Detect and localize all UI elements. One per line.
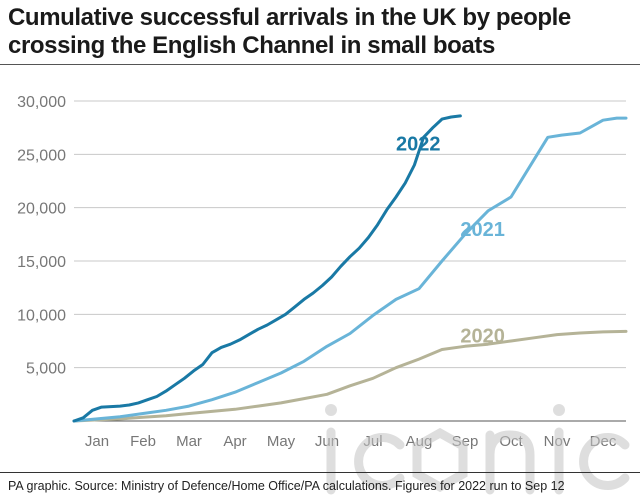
- x-tick-label: Mar: [176, 433, 202, 450]
- series-label-2020: 2020: [460, 326, 505, 348]
- y-tick-label: 25,000: [17, 147, 66, 164]
- x-tick-label: Jan: [85, 433, 109, 450]
- y-tick-label: 15,000: [17, 254, 66, 271]
- title-divider: [0, 64, 640, 65]
- x-tick-label: May: [267, 433, 296, 450]
- source-note: PA graphic. Source: Ministry of Defence/…: [8, 479, 565, 493]
- line-chart: 5,000 10,000 15,000 20,000 25,000 30,000 Jan F…: [17, 94, 628, 450]
- x-tick-label: Feb: [130, 433, 156, 450]
- y-axis-ticks: 5,000 10,000 15,000 20,000 25,000 30,000: [17, 94, 66, 378]
- series-line-2022: [72, 114, 462, 423]
- y-tick-label: 20,000: [17, 201, 66, 218]
- y-tick-label: 5,000: [26, 361, 66, 378]
- series-line-2020: [72, 329, 628, 423]
- y-tick-label: 10,000: [17, 307, 66, 324]
- y-tick-label: 30,000: [17, 94, 66, 111]
- footer-rule: [0, 472, 640, 473]
- series-line-2021: [72, 116, 628, 423]
- x-tick-label: Apr: [223, 433, 246, 450]
- series-label-2022: 2022: [396, 134, 441, 156]
- gridlines: [74, 100, 626, 422]
- series-lines: [72, 114, 628, 423]
- chart-title: Cumulative successful arrivals in the UK…: [8, 4, 571, 59]
- iconic-watermark: [325, 404, 630, 495]
- series-label-2021: 2021: [460, 219, 505, 241]
- series-labels: 2022 2021 2020: [396, 134, 505, 348]
